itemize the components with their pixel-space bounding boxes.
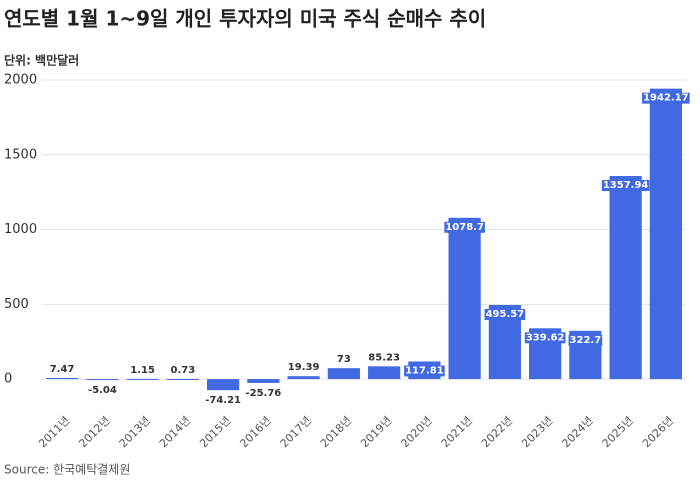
bar xyxy=(46,377,79,380)
value-label: 495.57 xyxy=(486,309,525,320)
value-label: 73 xyxy=(337,354,351,365)
value-label: -25.76 xyxy=(245,388,281,399)
x-tick-label: 2016년 xyxy=(237,414,273,450)
value-label: 1.15 xyxy=(130,365,155,376)
value-label: 117.81 xyxy=(405,365,444,376)
value-label: 0.73 xyxy=(171,365,196,376)
value-label: 1357.94 xyxy=(603,180,649,191)
y-tick-label: 500 xyxy=(4,297,29,312)
value-label: -5.04 xyxy=(88,385,117,396)
x-tick-label: 2018년 xyxy=(318,414,354,450)
chart-title: 연도별 1월 1~9일 개인 투자자의 미국 주식 순매수 추이 xyxy=(4,7,486,31)
bar xyxy=(368,366,401,380)
x-tick-label: 2013년 xyxy=(117,414,153,450)
value-label-bg xyxy=(642,92,690,104)
bar xyxy=(247,379,280,383)
value-label: 322.7 xyxy=(570,335,602,346)
source: Source: 한국예탁결제원 xyxy=(4,463,130,477)
y-tick-label: 2000 xyxy=(4,73,37,88)
bar xyxy=(86,379,119,381)
x-tick-label: 2023년 xyxy=(519,414,555,450)
bar xyxy=(448,217,481,380)
x-tick-label: 2011년 xyxy=(36,414,72,450)
bar xyxy=(327,368,360,380)
bar xyxy=(609,176,642,380)
bar xyxy=(649,88,682,380)
value-label-bg xyxy=(601,180,650,192)
value-label: 339.62 xyxy=(526,332,565,343)
bar xyxy=(166,378,199,380)
bar xyxy=(207,379,240,391)
x-tick-label: 2021년 xyxy=(439,414,475,450)
x-tick-label: 2019년 xyxy=(358,414,394,450)
bar xyxy=(126,378,159,380)
y-tick-label: 0 xyxy=(4,372,12,387)
bar xyxy=(287,376,320,380)
value-label: 19.39 xyxy=(288,362,320,373)
x-tick-label: 2017년 xyxy=(278,414,314,450)
x-tick-label: 2022년 xyxy=(479,414,515,450)
value-label-bg xyxy=(524,332,566,344)
value-label: 1078.7 xyxy=(445,222,484,233)
x-tick-label: 2020년 xyxy=(398,414,434,450)
value-label-bg xyxy=(444,221,485,233)
value-label: 1942.17 xyxy=(643,93,689,104)
value-label: 7.47 xyxy=(50,364,75,375)
y-tick-label: 1500 xyxy=(4,147,37,162)
x-tick-label: 2026년 xyxy=(640,414,676,450)
x-tick-label: 2015년 xyxy=(197,414,233,450)
y-tick-label: 1000 xyxy=(4,222,37,237)
x-tick-label: 2025년 xyxy=(600,414,636,450)
value-label-bg xyxy=(404,365,445,377)
x-tick-label: 2024년 xyxy=(559,414,595,450)
x-tick-label: 2012년 xyxy=(76,414,112,450)
value-label-bg xyxy=(568,334,603,346)
value-label: 85.23 xyxy=(368,352,400,363)
x-tick-label: 2014년 xyxy=(157,414,193,450)
chart-subtitle: 단위: 백만달러 xyxy=(4,53,79,68)
value-label-bg xyxy=(484,308,526,320)
value-label: -74.21 xyxy=(205,395,241,406)
